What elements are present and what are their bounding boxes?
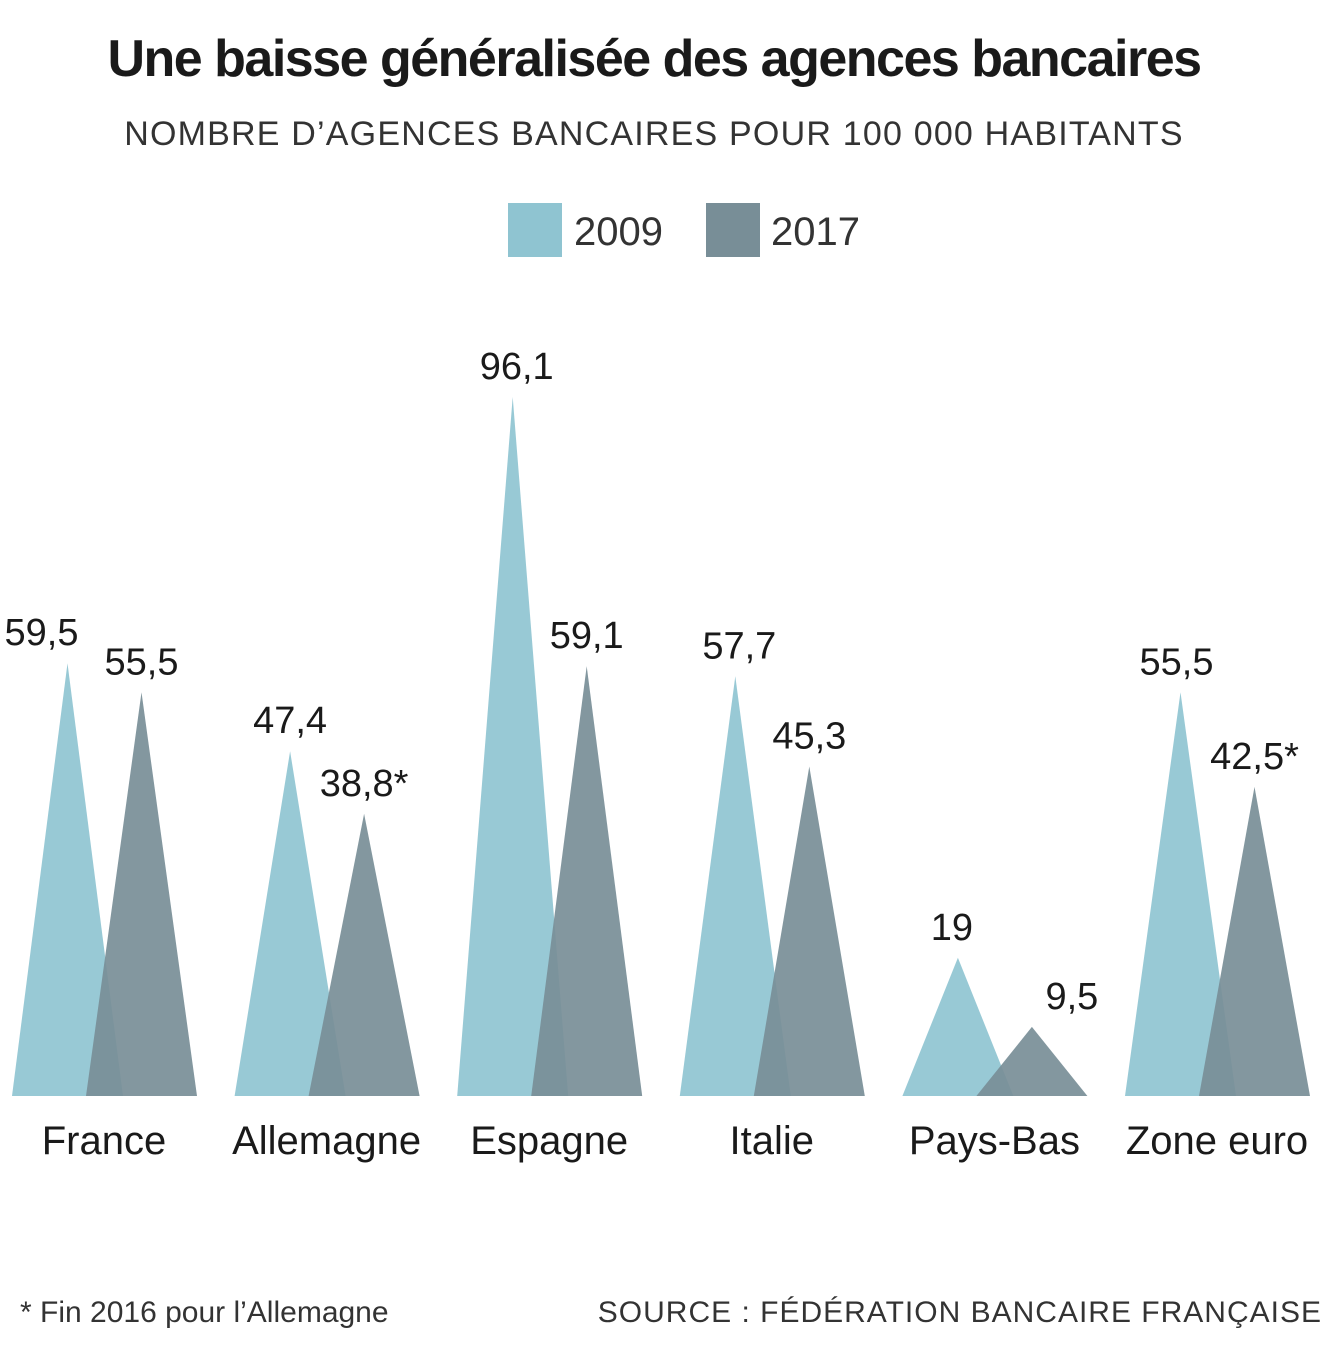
category-label-zone-euro: Zone euro (1126, 1119, 1308, 1163)
bar-allemagne-2017 (308, 813, 420, 1096)
bar-espagne-2009 (457, 397, 569, 1096)
chart-subtitle: NOMBRE D’AGENCES BANCAIRES POUR 100 000 … (124, 115, 1184, 153)
bar-france-2017 (86, 692, 197, 1096)
value-label-zone-euro-2009: 55,5 (1140, 641, 1214, 683)
legend-swatch-2009 (508, 203, 562, 257)
category-label-france: France (42, 1119, 167, 1163)
legend-swatch-2017 (706, 203, 760, 257)
value-label-france-2009: 59,5 (5, 612, 79, 654)
value-label-pays-bas-2017: 9,5 (1045, 976, 1098, 1018)
chart-title: Une baisse généralisée des agences banca… (107, 30, 1200, 88)
bar-allemagne-2009 (234, 751, 346, 1096)
category-label-allemagne: Allemagne (232, 1119, 421, 1163)
bar-france-2009 (12, 663, 123, 1096)
legend-label-2009: 2009 (574, 210, 663, 254)
bar-zone-euro-2017 (1199, 786, 1310, 1096)
value-label-allemagne-2017: 38,8* (320, 763, 409, 805)
category-label-italie: Italie (730, 1119, 815, 1163)
bar-pays-bas-2009 (902, 957, 1014, 1096)
category-label-espagne: Espagne (470, 1119, 628, 1163)
value-label-zone-euro-2017: 42,5* (1210, 736, 1299, 778)
plot-area: 59,5 55,5 France 47,4 38,8* Allemagne 96,1 59,1… (5, 346, 1310, 1163)
value-label-france-2017: 55,5 (105, 641, 179, 683)
value-label-pays-bas-2009: 19 (931, 907, 973, 949)
category-label-pays-bas: Pays-Bas (909, 1119, 1080, 1163)
source-note: SOURCE : FÉDÉRATION BANCAIRE FRANÇAISE (598, 1296, 1322, 1329)
value-label-espagne-2009: 96,1 (480, 346, 554, 388)
footnote: * Fin 2016 pour l’Allemagne (20, 1296, 389, 1329)
bar-espagne-2017 (531, 666, 643, 1096)
bar-zone-euro-2009 (1125, 692, 1236, 1096)
legend-label-2017: 2017 (771, 210, 860, 254)
value-label-italie-2017: 45,3 (772, 716, 846, 758)
bar-pays-bas-2017 (976, 1026, 1088, 1096)
value-label-espagne-2017: 59,1 (550, 615, 624, 657)
bar-italie-2017 (753, 766, 865, 1096)
bar-italie-2009 (679, 676, 791, 1096)
value-label-allemagne-2009: 47,4 (253, 700, 327, 742)
value-label-italie-2009: 57,7 (702, 625, 776, 667)
legend: 2009 2017 (508, 203, 860, 257)
